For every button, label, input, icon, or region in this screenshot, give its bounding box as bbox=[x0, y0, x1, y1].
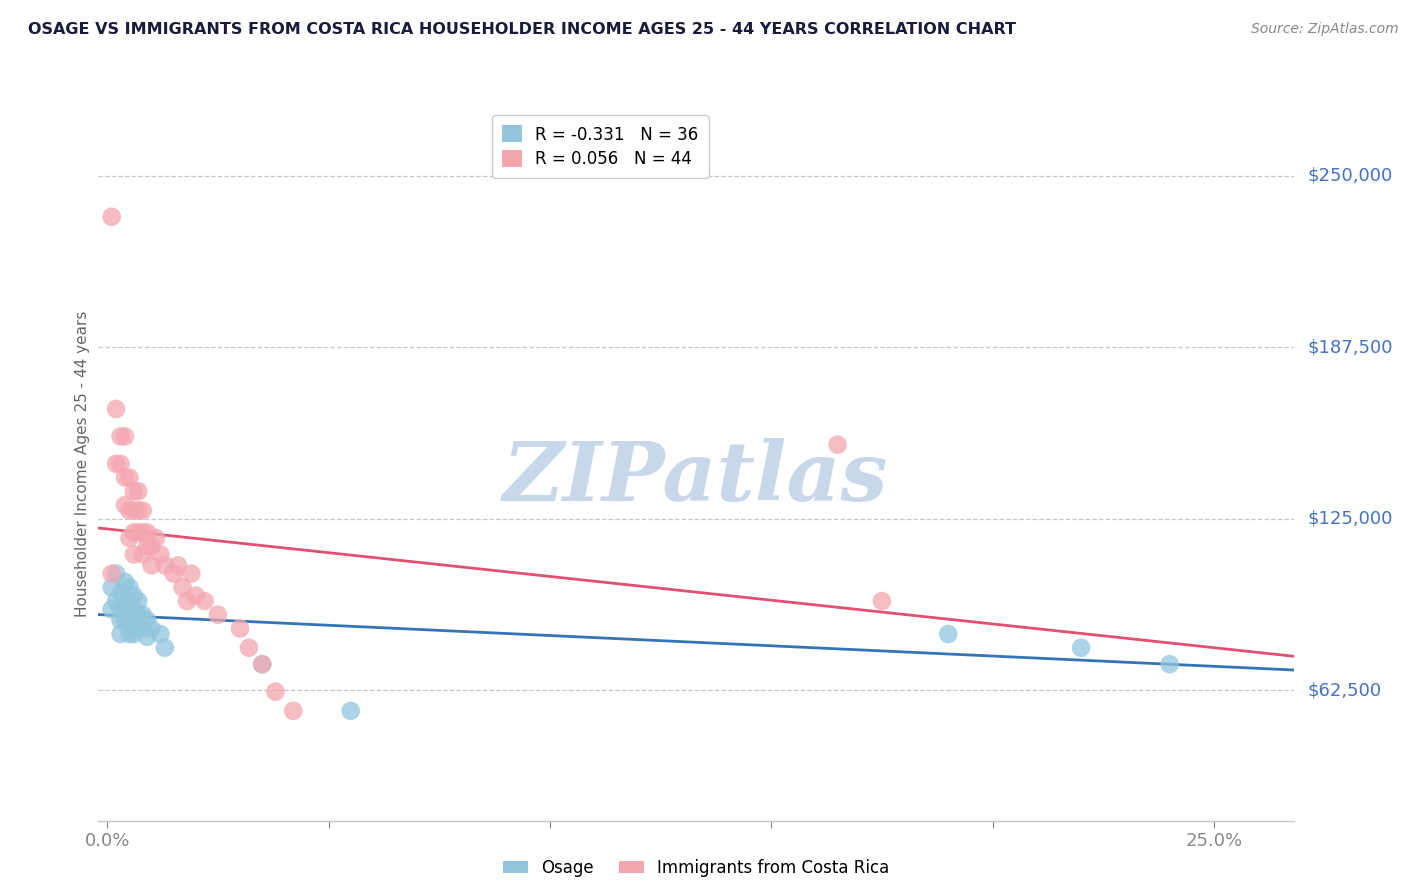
Text: $62,500: $62,500 bbox=[1308, 681, 1382, 699]
Point bbox=[127, 503, 149, 517]
Point bbox=[122, 589, 145, 603]
Point bbox=[118, 470, 141, 484]
Text: $250,000: $250,000 bbox=[1308, 167, 1393, 185]
Point bbox=[163, 566, 186, 581]
Point bbox=[122, 613, 145, 627]
Point bbox=[149, 548, 172, 562]
Point bbox=[127, 484, 149, 499]
Point bbox=[122, 627, 145, 641]
Point bbox=[127, 622, 149, 636]
Point bbox=[100, 602, 122, 616]
Point bbox=[114, 470, 136, 484]
Point bbox=[1070, 640, 1092, 655]
Point bbox=[194, 594, 217, 608]
Point bbox=[118, 594, 141, 608]
Point bbox=[141, 622, 163, 636]
Point bbox=[122, 484, 145, 499]
Point bbox=[114, 429, 136, 443]
Point bbox=[100, 580, 122, 594]
Point bbox=[136, 630, 159, 644]
Point bbox=[122, 525, 145, 540]
Point bbox=[114, 589, 136, 603]
Text: $125,000: $125,000 bbox=[1308, 509, 1393, 528]
Point bbox=[136, 539, 159, 553]
Point bbox=[110, 429, 132, 443]
Point bbox=[114, 613, 136, 627]
Text: $187,500: $187,500 bbox=[1308, 338, 1393, 356]
Point bbox=[105, 457, 128, 471]
Point bbox=[1159, 657, 1181, 672]
Point bbox=[153, 558, 176, 573]
Point bbox=[110, 602, 132, 616]
Point bbox=[250, 657, 273, 672]
Point bbox=[114, 599, 136, 614]
Point bbox=[127, 607, 149, 622]
Point bbox=[180, 566, 202, 581]
Point bbox=[131, 607, 153, 622]
Point bbox=[122, 503, 145, 517]
Point bbox=[110, 457, 132, 471]
Point bbox=[122, 602, 145, 616]
Point bbox=[136, 613, 159, 627]
Point bbox=[118, 531, 141, 545]
Point bbox=[110, 586, 132, 600]
Point bbox=[105, 401, 128, 416]
Point bbox=[136, 525, 159, 540]
Point bbox=[114, 498, 136, 512]
Point bbox=[167, 558, 190, 573]
Text: OSAGE VS IMMIGRANTS FROM COSTA RICA HOUSEHOLDER INCOME AGES 25 - 44 YEARS CORREL: OSAGE VS IMMIGRANTS FROM COSTA RICA HOUS… bbox=[28, 22, 1017, 37]
Point bbox=[153, 640, 176, 655]
Point bbox=[114, 574, 136, 589]
Point bbox=[105, 594, 128, 608]
Point bbox=[118, 580, 141, 594]
Point bbox=[264, 684, 287, 698]
Text: Source: ZipAtlas.com: Source: ZipAtlas.com bbox=[1251, 22, 1399, 37]
Point bbox=[131, 525, 153, 540]
Point bbox=[207, 607, 229, 622]
Point bbox=[250, 657, 273, 672]
Point bbox=[149, 627, 172, 641]
Point bbox=[110, 613, 132, 627]
Point bbox=[118, 615, 141, 630]
Point bbox=[145, 531, 167, 545]
Point bbox=[100, 566, 122, 581]
Point bbox=[827, 437, 849, 451]
Point bbox=[141, 558, 163, 573]
Point bbox=[118, 607, 141, 622]
Y-axis label: Householder Income Ages 25 - 44 years: Householder Income Ages 25 - 44 years bbox=[75, 310, 90, 617]
Point bbox=[172, 580, 194, 594]
Point bbox=[229, 622, 252, 636]
Point bbox=[936, 627, 959, 641]
Point bbox=[100, 210, 122, 224]
Point bbox=[110, 627, 132, 641]
Text: ZIPatlas: ZIPatlas bbox=[503, 438, 889, 518]
Point bbox=[118, 627, 141, 641]
Point bbox=[870, 594, 893, 608]
Point bbox=[238, 640, 260, 655]
Point bbox=[105, 566, 128, 581]
Point bbox=[131, 503, 153, 517]
Point bbox=[131, 548, 153, 562]
Point bbox=[176, 594, 198, 608]
Point bbox=[339, 704, 361, 718]
Point bbox=[141, 539, 163, 553]
Point bbox=[127, 594, 149, 608]
Point bbox=[184, 589, 207, 603]
Point bbox=[118, 503, 141, 517]
Legend: Osage, Immigrants from Costa Rica: Osage, Immigrants from Costa Rica bbox=[496, 853, 896, 884]
Point bbox=[283, 704, 305, 718]
Point bbox=[127, 525, 149, 540]
Point bbox=[122, 548, 145, 562]
Point bbox=[131, 622, 153, 636]
